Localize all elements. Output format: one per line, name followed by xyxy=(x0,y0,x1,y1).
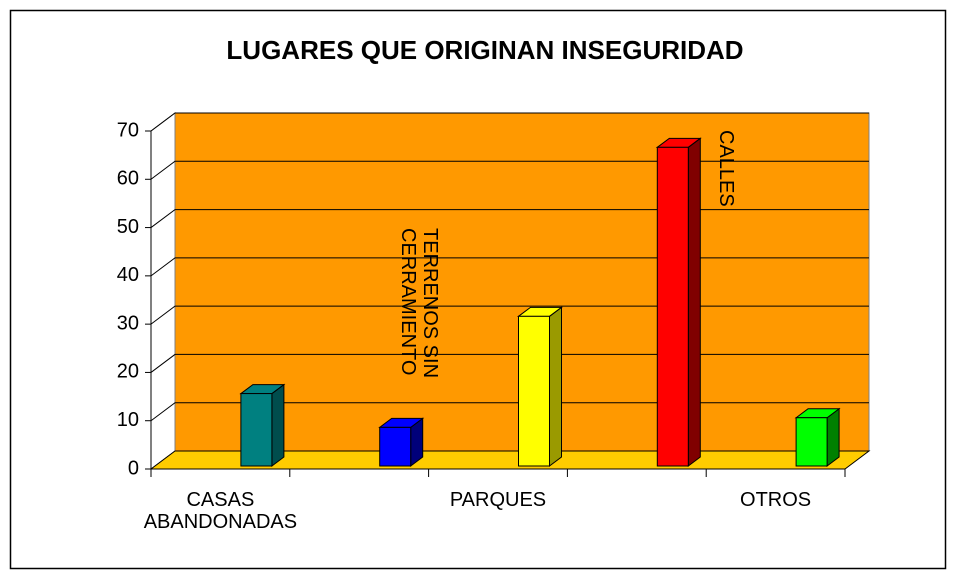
y-tick-label: 40 xyxy=(117,264,139,286)
y-tick-label: 60 xyxy=(117,168,139,190)
bar-side xyxy=(549,306,562,467)
bar xyxy=(379,426,412,467)
category-label: TERRENOS SIN CERRAMIENTO xyxy=(397,228,441,379)
bar xyxy=(656,146,689,467)
y-tick-label: 0 xyxy=(128,457,139,479)
grid-line xyxy=(150,209,869,228)
y-tick-label: 30 xyxy=(117,312,139,334)
y-tick-label: 10 xyxy=(117,409,139,431)
bar-side xyxy=(826,407,840,467)
grid-line xyxy=(150,257,869,277)
category-label: CALLES xyxy=(715,130,737,207)
bar xyxy=(518,315,550,467)
x-tick-label: OTROS xyxy=(740,489,812,511)
grid-line xyxy=(150,305,869,325)
chart-title: LUGARES QUE ORIGINAN INSEGURIDAD xyxy=(226,35,743,65)
side-wall xyxy=(150,112,176,470)
bar xyxy=(240,393,273,467)
grid-line xyxy=(150,160,869,180)
grid-line xyxy=(150,112,869,132)
y-tick-label: 50 xyxy=(117,216,139,238)
bar-side xyxy=(687,137,701,467)
grid-line xyxy=(150,402,869,422)
x-tick-label: CASAS ABANDONADAS xyxy=(143,489,298,533)
bar-side xyxy=(271,383,285,467)
y-tick-label: 70 xyxy=(117,119,139,141)
x-tick-label: PARQUES xyxy=(449,489,547,511)
grid-line xyxy=(150,353,869,373)
bar xyxy=(795,417,828,467)
y-tick-label: 20 xyxy=(117,361,139,383)
